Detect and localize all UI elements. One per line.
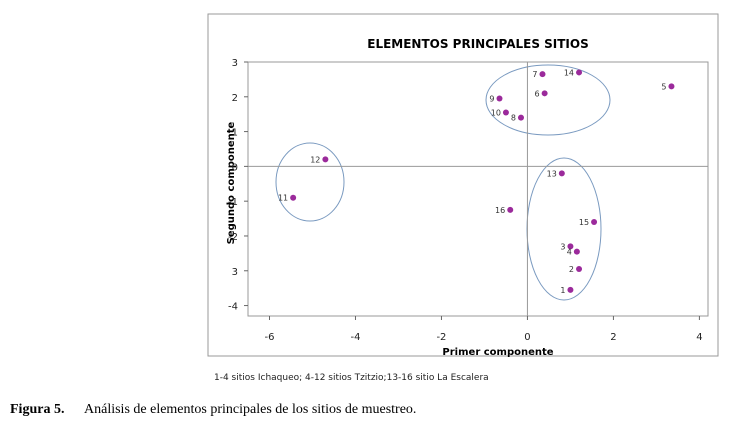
point [539,71,546,78]
point-label: 3 [560,242,565,251]
y-tick-label: -4 [228,302,238,313]
point [567,243,574,250]
point-label: 8 [511,114,516,123]
point [558,170,565,177]
chart-title: ELEMENTOS PRINCIPALES SITIOS [367,37,589,51]
y-tick-label: 1 [232,128,238,139]
x-axis-label: Primer componente [442,347,553,358]
point [541,90,548,97]
x-tick-label: -6 [265,332,275,343]
caption-text: Análisis de elementos principales de los… [84,402,416,417]
x-tick-label: 2 [610,332,616,343]
group-ellipse [275,142,345,222]
point [576,266,583,273]
group-ellipse [485,64,611,136]
point-label: 6 [535,89,540,98]
y-tick-label: -1 [228,197,238,208]
x-tick-label: -4 [350,332,360,343]
point [591,219,598,226]
point [573,248,580,255]
point-label: 1 [560,286,565,295]
point-label: 15 [579,218,589,227]
point-label: 2 [569,265,574,274]
point [496,95,503,102]
group-ellipse [526,157,602,301]
point [502,109,509,116]
point [290,194,297,201]
point-label: 12 [310,155,320,164]
point-label: 11 [278,194,288,203]
y-axis-label: Segundo componente [226,121,237,244]
y-tick-label: 3 [232,267,238,278]
point-label: 5 [661,82,666,91]
x-tick-label: -2 [436,332,446,343]
x-tick-label: 0 [524,332,530,343]
point [322,156,329,163]
y-tick-label: -2 [228,232,238,243]
point-label: 4 [567,248,572,257]
point-label: 14 [564,68,574,77]
y-tick-label: 2 [232,93,238,104]
point [567,286,574,293]
plot-frame [247,61,709,317]
y-tick-label: 0 [232,162,238,173]
chart-frame [207,13,719,357]
point-label: 13 [547,169,557,178]
point-label: 9 [489,95,494,104]
point [576,69,583,76]
chart-note: 1-4 sitios Ichaqueo; 4-12 sitios Tzitzio… [214,373,489,383]
point [668,83,675,90]
x-tick-label: 4 [696,332,702,343]
point-label: 10 [491,108,501,117]
point-label: 7 [532,70,537,79]
point [517,114,524,121]
caption-label: Figura 5. [10,402,64,417]
point-label: 16 [495,206,505,215]
y-tick-label: 3 [232,58,238,69]
point [507,206,514,213]
